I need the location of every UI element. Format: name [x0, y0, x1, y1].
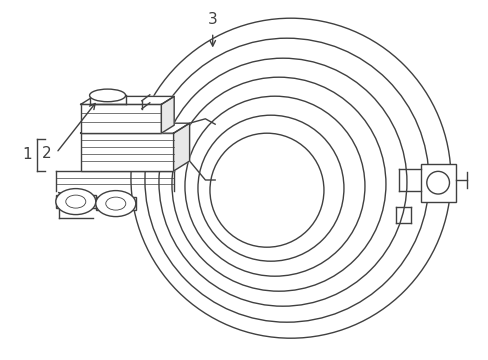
Polygon shape: [173, 123, 189, 171]
Bar: [81, 104, 161, 133]
Text: 2: 2: [41, 145, 51, 161]
Ellipse shape: [96, 190, 136, 217]
Text: 1: 1: [22, 147, 32, 162]
Polygon shape: [81, 123, 189, 133]
Bar: [56, 195, 96, 208]
Text: 3: 3: [207, 12, 217, 27]
Ellipse shape: [89, 89, 125, 102]
Polygon shape: [161, 96, 174, 133]
Polygon shape: [81, 96, 174, 104]
Ellipse shape: [56, 189, 96, 215]
Bar: [96, 197, 136, 210]
Bar: [420, 164, 455, 202]
Bar: [81, 133, 173, 171]
